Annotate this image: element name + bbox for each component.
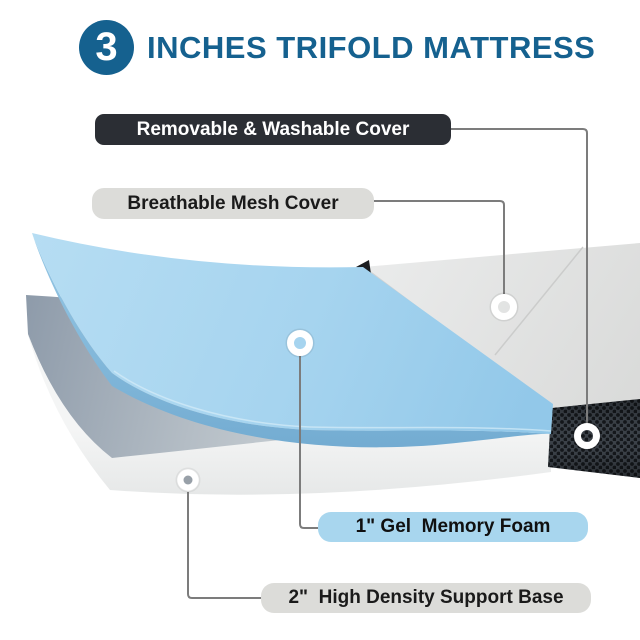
callout-high-density-support-base: 2" High Density Support Base xyxy=(261,583,591,613)
callout-gel-memory-foam: 1" Gel Memory Foam xyxy=(318,512,588,542)
callout-breathable-mesh-cover: Breathable Mesh Cover xyxy=(92,188,374,219)
callout-dot-removable-cover xyxy=(572,421,602,451)
gel-foam-front-edge-highlight xyxy=(113,370,552,432)
callout-removable-washable-cover: Removable & Washable Cover xyxy=(95,114,451,145)
callout-dot-gel-foam xyxy=(285,328,315,358)
callout-dot-mesh-cover xyxy=(489,292,519,322)
callout-line-removable-cover xyxy=(450,128,588,423)
callout-dot-support-base xyxy=(175,467,201,493)
support-base-front-face xyxy=(28,334,551,495)
page-title: INCHES TRIFOLD MATTRESS xyxy=(147,29,596,65)
callout-line-mesh-cover xyxy=(373,200,505,294)
callout-line-gel-foam xyxy=(299,356,318,529)
callout-line-support-base xyxy=(187,492,261,599)
mesh-cover-panel xyxy=(363,243,640,408)
mesh-cover-fold-seam xyxy=(494,246,584,356)
page-header: 3 INCHES TRIFOLD MATTRESS xyxy=(79,20,595,75)
inches-badge: 3 xyxy=(79,20,134,75)
